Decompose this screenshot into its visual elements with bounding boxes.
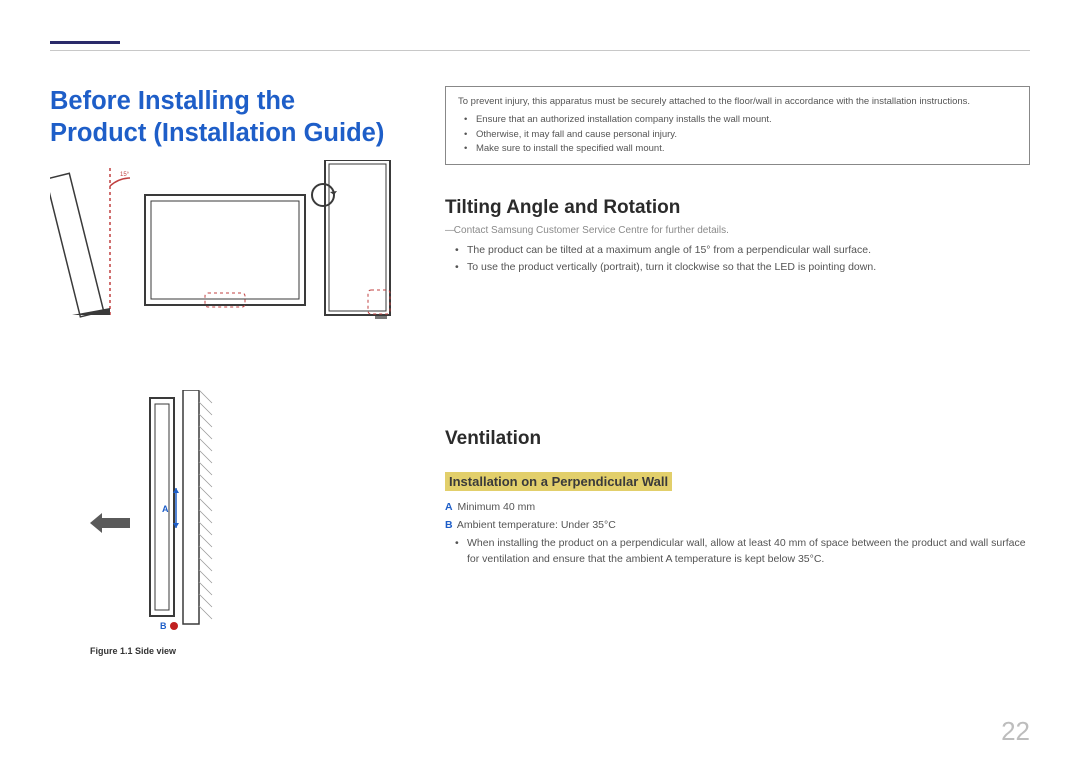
vent-bullet: When installing the product on a perpend… <box>445 535 1030 569</box>
warning-item: Make sure to install the specified wall … <box>458 142 1017 156</box>
tilt-diagram: 15° <box>50 160 395 320</box>
figure-caption: Figure 1.1 Side view <box>90 646 395 656</box>
subsection-heading: Installation on a Perpendicular Wall <box>445 472 672 491</box>
section-heading-vent: Ventilation <box>445 428 1030 450</box>
warning-item: Ensure that an authorized installation c… <box>458 113 1017 127</box>
ventilation-diagram: A <box>90 390 395 656</box>
tilt-bullet: To use the product vertically (portrait)… <box>445 259 1030 276</box>
label-b: B <box>160 621 167 631</box>
top-rule <box>50 50 1030 51</box>
label-a: A <box>162 504 169 514</box>
page-number: 22 <box>1001 716 1030 747</box>
spec-a-val: Minimum 40 mm <box>455 501 536 513</box>
warning-lead: To prevent injury, this apparatus must b… <box>458 95 1017 109</box>
tilt-bullet: The product can be tilted at a maximum a… <box>445 242 1030 259</box>
warning-item: Otherwise, it may fall and cause persona… <box>458 128 1017 142</box>
angle-label: 15° <box>120 172 130 178</box>
section-heading-tilt: Tilting Angle and Rotation <box>445 197 1030 219</box>
spec-b-val: Ambient temperature: Under 35°C <box>455 519 616 531</box>
right-column: To prevent injury, this apparatus must b… <box>445 86 1030 656</box>
spec-b-key: B <box>445 519 455 531</box>
spec-a: A Minimum 40 mm <box>445 501 1030 513</box>
warning-box: To prevent injury, this apparatus must b… <box>445 86 1030 165</box>
page-title: Before Installing the Product (Installat… <box>50 86 395 150</box>
spec-b: B Ambient temperature: Under 35°C <box>445 519 1030 531</box>
left-column: Before Installing the Product (Installat… <box>50 86 395 656</box>
spec-a-key: A <box>445 501 455 513</box>
tilt-note: Contact Samsung Customer Service Centre … <box>445 225 1030 236</box>
